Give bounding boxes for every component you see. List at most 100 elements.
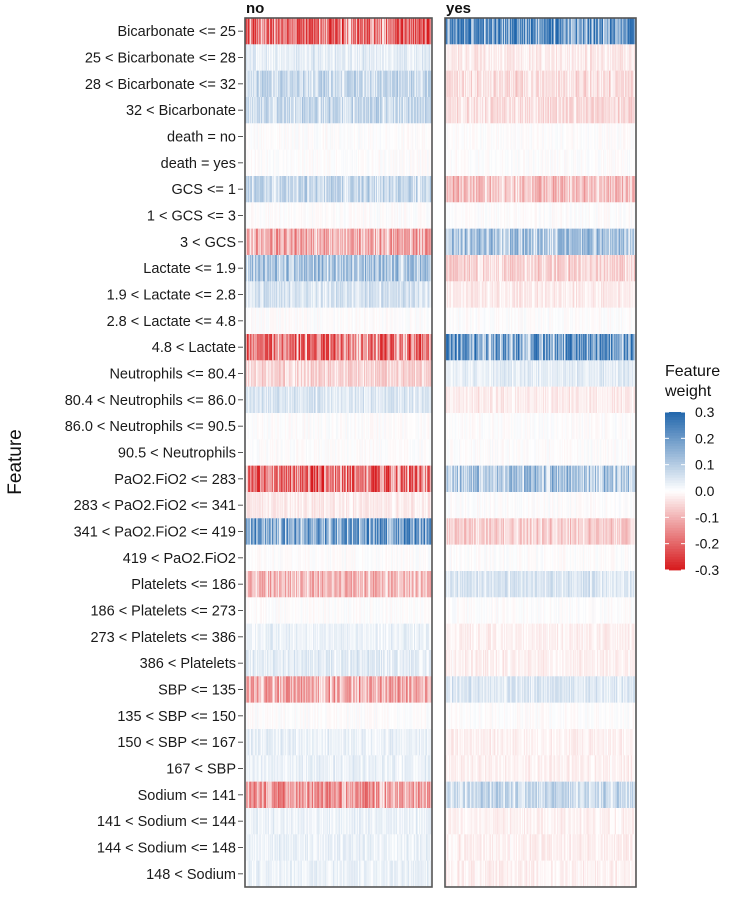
heatmap-cell <box>398 70 400 98</box>
heatmap-cell <box>310 123 312 150</box>
heatmap-cell <box>415 44 417 71</box>
heatmap-cell <box>380 97 382 124</box>
heatmap-cell <box>347 18 349 45</box>
heatmap-cell <box>403 44 406 71</box>
heatmap-cell <box>253 18 255 45</box>
heatmap-cell <box>246 70 248 98</box>
heatmap-cell <box>375 70 378 98</box>
heatmap-cell <box>331 176 333 203</box>
heatmap-cell <box>290 97 293 124</box>
heatmap-cell <box>311 176 313 203</box>
heatmap-cell <box>313 149 316 177</box>
heatmap-cell <box>267 18 269 45</box>
heatmap-cell <box>363 149 365 177</box>
heatmap-cell <box>331 149 333 177</box>
heatmap-cell <box>358 97 361 124</box>
heatmap-cell <box>308 70 310 98</box>
heatmap-cell <box>358 70 360 98</box>
heatmap-cell <box>349 44 351 71</box>
heatmap-cell <box>249 97 251 124</box>
heatmap-cell <box>390 70 392 98</box>
heatmap-cell <box>386 97 389 124</box>
heatmap-cell <box>412 44 414 71</box>
heatmap-cell <box>277 97 279 124</box>
heatmap-cell <box>351 149 353 177</box>
heatmap-cell <box>378 44 380 71</box>
heatmap-cell <box>260 149 262 177</box>
heatmap-cell <box>407 149 409 177</box>
heatmap-cell <box>333 176 335 203</box>
heatmap-cell <box>296 70 298 98</box>
heatmap-cell <box>273 202 276 229</box>
heatmap-cell <box>392 18 395 45</box>
heatmap-row-no-7 <box>245 176 433 203</box>
heatmap-cell <box>305 44 307 71</box>
heatmap-cell <box>267 44 269 71</box>
heatmap-cell <box>260 70 262 98</box>
heatmap-cell <box>293 97 295 124</box>
heatmap-cell <box>326 123 328 150</box>
heatmap-cell <box>277 176 279 203</box>
heatmap-cell <box>268 123 270 150</box>
heatmap-cell <box>365 123 367 150</box>
heatmap-cell <box>277 18 279 45</box>
heatmap-cell <box>315 149 317 177</box>
heatmap-cell <box>321 97 323 124</box>
heatmap-cell <box>370 18 372 45</box>
heatmap-cell <box>306 70 308 98</box>
heatmap-cell <box>371 97 373 124</box>
heatmap-cell <box>273 18 276 45</box>
heatmap-cell <box>305 97 307 124</box>
heatmap-cell <box>255 18 257 45</box>
heatmap-cell <box>388 44 390 71</box>
heatmap-cell <box>313 123 315 150</box>
heatmap-cell <box>259 97 261 124</box>
heatmap-cell <box>365 70 367 98</box>
heatmap-cell <box>292 149 294 177</box>
heatmap-cell <box>254 44 256 71</box>
heatmap-cell <box>275 202 277 229</box>
heatmap-cell <box>335 97 337 124</box>
heatmap-cell <box>258 18 260 45</box>
heatmap-cell <box>370 44 372 71</box>
heatmap-cell <box>321 149 323 177</box>
heatmap-cell <box>252 149 254 177</box>
heatmap-cell <box>406 123 408 150</box>
heatmap-cell <box>319 149 321 177</box>
heatmap-cell <box>309 123 311 150</box>
heatmap-cell <box>256 123 258 150</box>
heatmap-cell <box>353 176 355 203</box>
heatmap-cell <box>321 123 323 150</box>
heatmap-cell <box>356 70 358 98</box>
heatmap-cell <box>311 70 313 98</box>
heatmap-cell <box>386 18 389 45</box>
heatmap-cell <box>339 123 341 150</box>
heatmap-cell <box>361 18 363 45</box>
heatmap-cell <box>297 70 299 98</box>
heatmap-cell <box>278 123 280 150</box>
heatmap-cell <box>373 176 375 203</box>
heatmap-cell <box>318 149 320 177</box>
heatmap-cell <box>282 18 284 45</box>
heatmap-cell <box>430 149 432 177</box>
heatmap-cell <box>291 70 293 98</box>
heatmap-cell <box>323 123 325 150</box>
heatmap-cell <box>314 97 316 124</box>
heatmap-cell <box>321 44 323 71</box>
heatmap-cell <box>260 123 262 150</box>
heatmap-cell <box>341 70 344 98</box>
heatmap-cell <box>403 70 406 98</box>
heatmap-cell <box>380 149 382 177</box>
heatmap-cell <box>309 18 311 45</box>
heatmap-cell <box>318 44 320 71</box>
heatmap-cell <box>351 18 353 45</box>
heatmap-cell <box>333 18 335 45</box>
heatmap-cell <box>295 44 297 71</box>
heatmap-cell <box>266 149 268 177</box>
heatmap-cell <box>422 44 424 71</box>
heatmap-cell <box>249 149 251 177</box>
heatmap-cell <box>375 123 377 150</box>
heatmap-cell <box>352 97 354 124</box>
heatmap-cell <box>257 97 259 124</box>
heatmap-cell <box>262 123 265 150</box>
